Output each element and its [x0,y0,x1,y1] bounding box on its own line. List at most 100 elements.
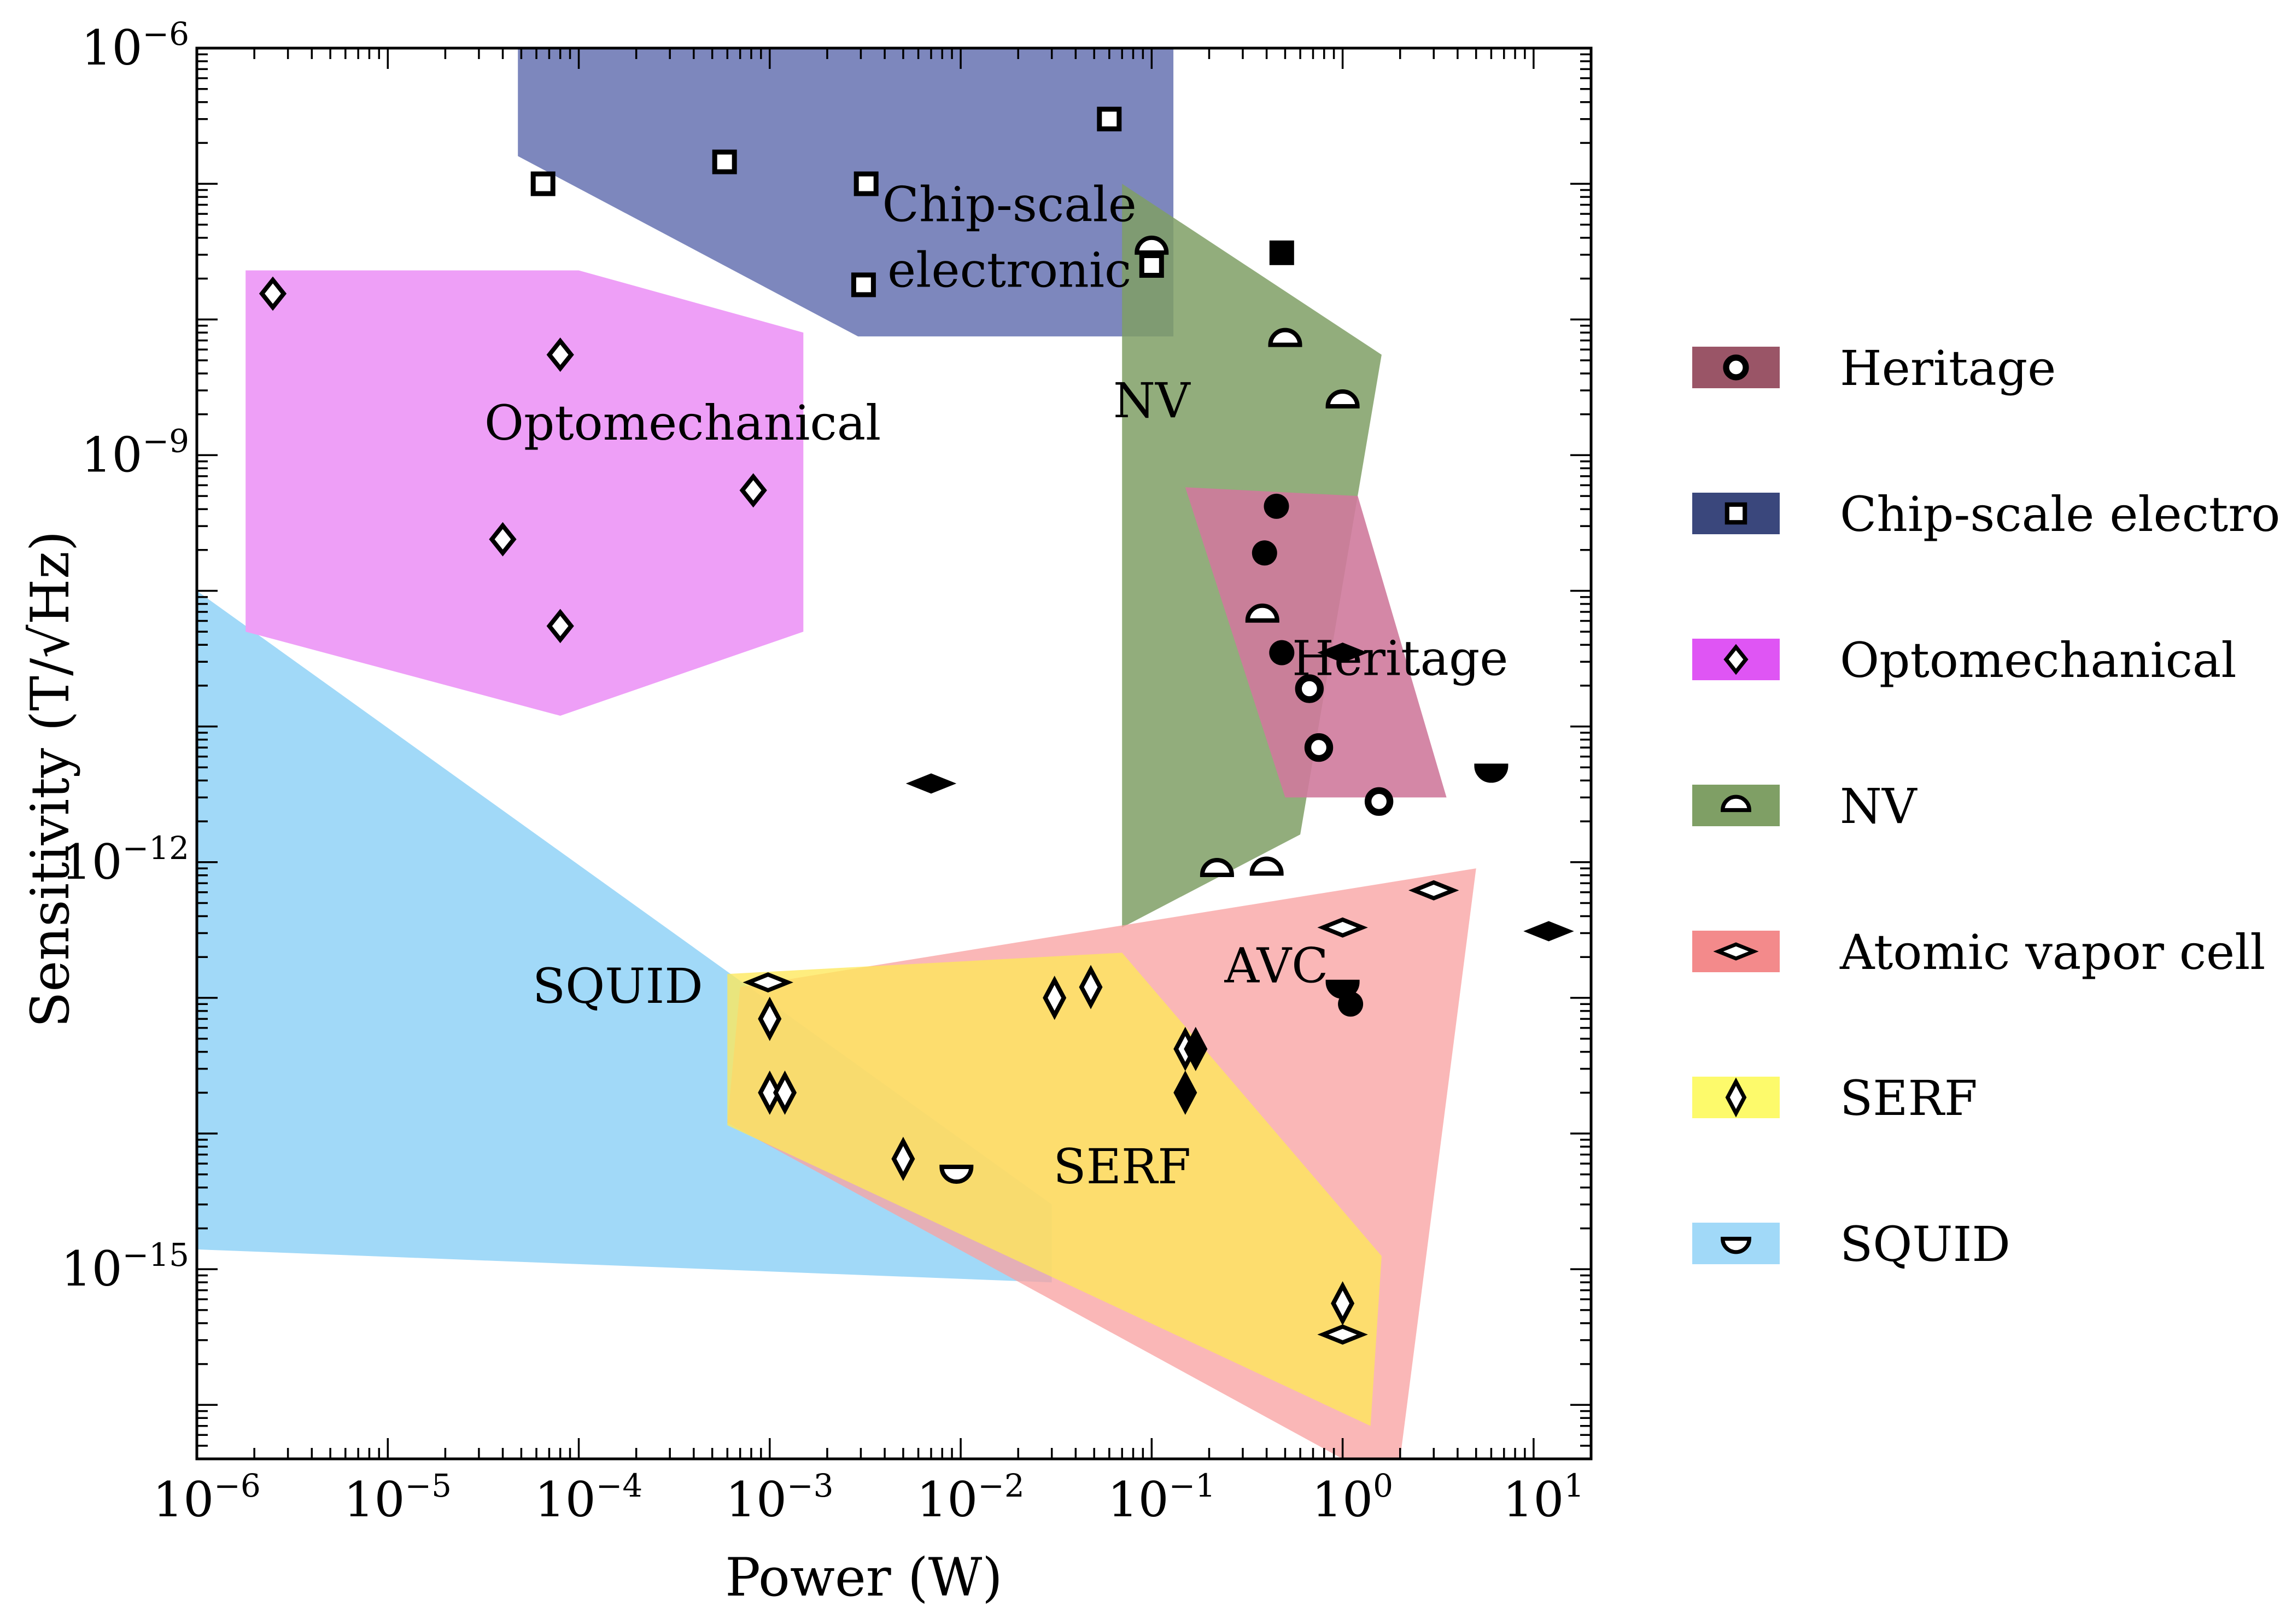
marker-shape [1268,328,1302,347]
point-nv-0 [1135,235,1169,255]
legend-item-optomechanical: Optomechanical [1692,632,2236,688]
x-tick-label: 10−5 [344,1467,452,1528]
legend-item-squid: SQUID [1692,1216,2010,1272]
legend-label-atomic-vapor-cell: Atomic vapor cell [1839,924,2265,980]
marker-shape [546,609,574,644]
point-atomic-vapor-cell-4 [905,773,957,794]
point-chip-scale-electronic-6 [1269,240,1294,265]
marker-shape [1317,917,1368,938]
region-label-atomic-vapor-cell: AVC [1224,938,1328,994]
point-serf-0 [758,996,782,1041]
point-optomechanical-1 [546,337,574,372]
marker-shape [1723,354,1749,381]
x-tick-label: 10−1 [1108,1467,1215,1528]
marker-shape [1317,642,1368,663]
point-nv-filled-0 [1474,763,1509,783]
point-serf-2 [773,1070,797,1115]
x-tick-labels: 10−6 10−5 10−4 10−3 10−2 10−1 100 101 [153,1467,1584,1528]
point-nv-4 [1200,857,1234,877]
point-chip-scale-electronic-4 [851,272,876,297]
point-serf-3 [891,1136,915,1181]
marker-shape [1173,1070,1197,1115]
y-tick-label: 10−15 [61,1236,189,1297]
region-label-nv: NV [1113,372,1191,429]
point-nv-filled-1 [1325,979,1360,999]
marker-shape [489,522,517,557]
region-label-squid: SQUID [533,958,703,1014]
marker-shape [1264,493,1289,519]
point-optomechanical-4 [546,609,574,644]
marker-shape [1200,857,1234,877]
marker-shape [743,972,793,993]
x-tick-label: 101 [1503,1467,1584,1528]
marker-shape [1269,640,1295,665]
point-squid-0 [939,1165,974,1184]
point-optomechanical-0 [259,276,287,311]
marker-shape [1304,733,1334,762]
marker-shape [1725,1077,1747,1118]
marker-shape [1097,107,1122,132]
point-nv-3 [1245,603,1279,623]
marker-shape [1184,1026,1208,1071]
x-tick-label: 10−2 [916,1467,1024,1528]
legend-label-squid: SQUID [1840,1216,2010,1272]
marker-shape [1723,644,1749,675]
y-tick-label: 10−12 [61,829,189,890]
point-nv-5 [1249,856,1284,876]
regions-layer [197,48,1476,1459]
legend-label-nv: NV [1840,778,1917,834]
legend-marker-atomic-vapor-cell [1713,942,1759,961]
point-atomic-vapor-cell-6 [1523,921,1574,942]
legend-item-atomic-vapor-cell: Atomic vapor cell [1692,924,2265,980]
point-atomic-vapor-cell-0 [743,972,793,993]
region-chip-scale-electronic [518,48,1174,337]
legend-marker-optomechanical [1723,644,1749,675]
point-chip-scale-electronic-2 [853,171,879,196]
marker-shape [1135,235,1169,255]
y-tick-label: 10−9 [81,422,189,483]
marker-shape [259,276,287,311]
point-chip-scale-electronic-0 [530,171,556,196]
x-axis-label: Power (W) [725,1547,1002,1608]
marker-shape [773,1070,797,1115]
marker-shape [1079,965,1103,1009]
point-chip-scale-electronic-3 [1097,107,1122,132]
marker-shape [1523,921,1574,942]
region-serf [727,953,1382,1426]
y-tick-labels: 10−6 10−9 10−12 10−15 [61,15,189,1297]
legend-marker-heritage [1723,354,1749,381]
x-tick-label: 10−6 [153,1467,260,1528]
point-nv-1 [1268,328,1302,347]
y-tick-label: 10−6 [81,15,189,76]
marker-shape [758,996,782,1041]
legend-label-chip-scale-electronic: Chip-scale electronic [1840,486,2280,542]
legend-label-optomechanical: Optomechanical [1840,632,2236,688]
legend-marker-chip-scale-electronic [1724,502,1747,525]
marker-shape [530,171,556,196]
legend-marker-squid [1721,1236,1751,1254]
marker-shape [939,1165,974,1184]
marker-shape [1474,763,1509,783]
axis-ticks [196,47,1592,1460]
legend-marker-nv [1721,795,1751,813]
point-heritage-4 [1252,540,1277,566]
region-label-heritage: Heritage [1292,630,1508,686]
legend: Heritage Chip-scale electronic Optomechani… [1692,340,2280,1272]
point-serf-4 [1043,975,1067,1020]
legend-item-heritage: Heritage [1692,340,2056,396]
marker-shape [1245,603,1279,623]
point-heritage-3 [1264,493,1289,519]
point-optomechanical-2 [739,473,767,508]
point-chip-scale-electronic-5 [1139,253,1164,278]
point-heritage-5 [1269,640,1295,665]
x-tick-label: 100 [1312,1467,1393,1528]
point-nv-2 [1325,389,1360,409]
legend-marker-serf [1725,1077,1747,1118]
marker-shape [1252,540,1277,566]
marker-shape [905,773,957,794]
marker-shape [851,272,876,297]
point-atomic-vapor-cell-1 [1408,880,1459,901]
marker-shape [853,171,879,196]
marker-shape [1721,1236,1751,1254]
